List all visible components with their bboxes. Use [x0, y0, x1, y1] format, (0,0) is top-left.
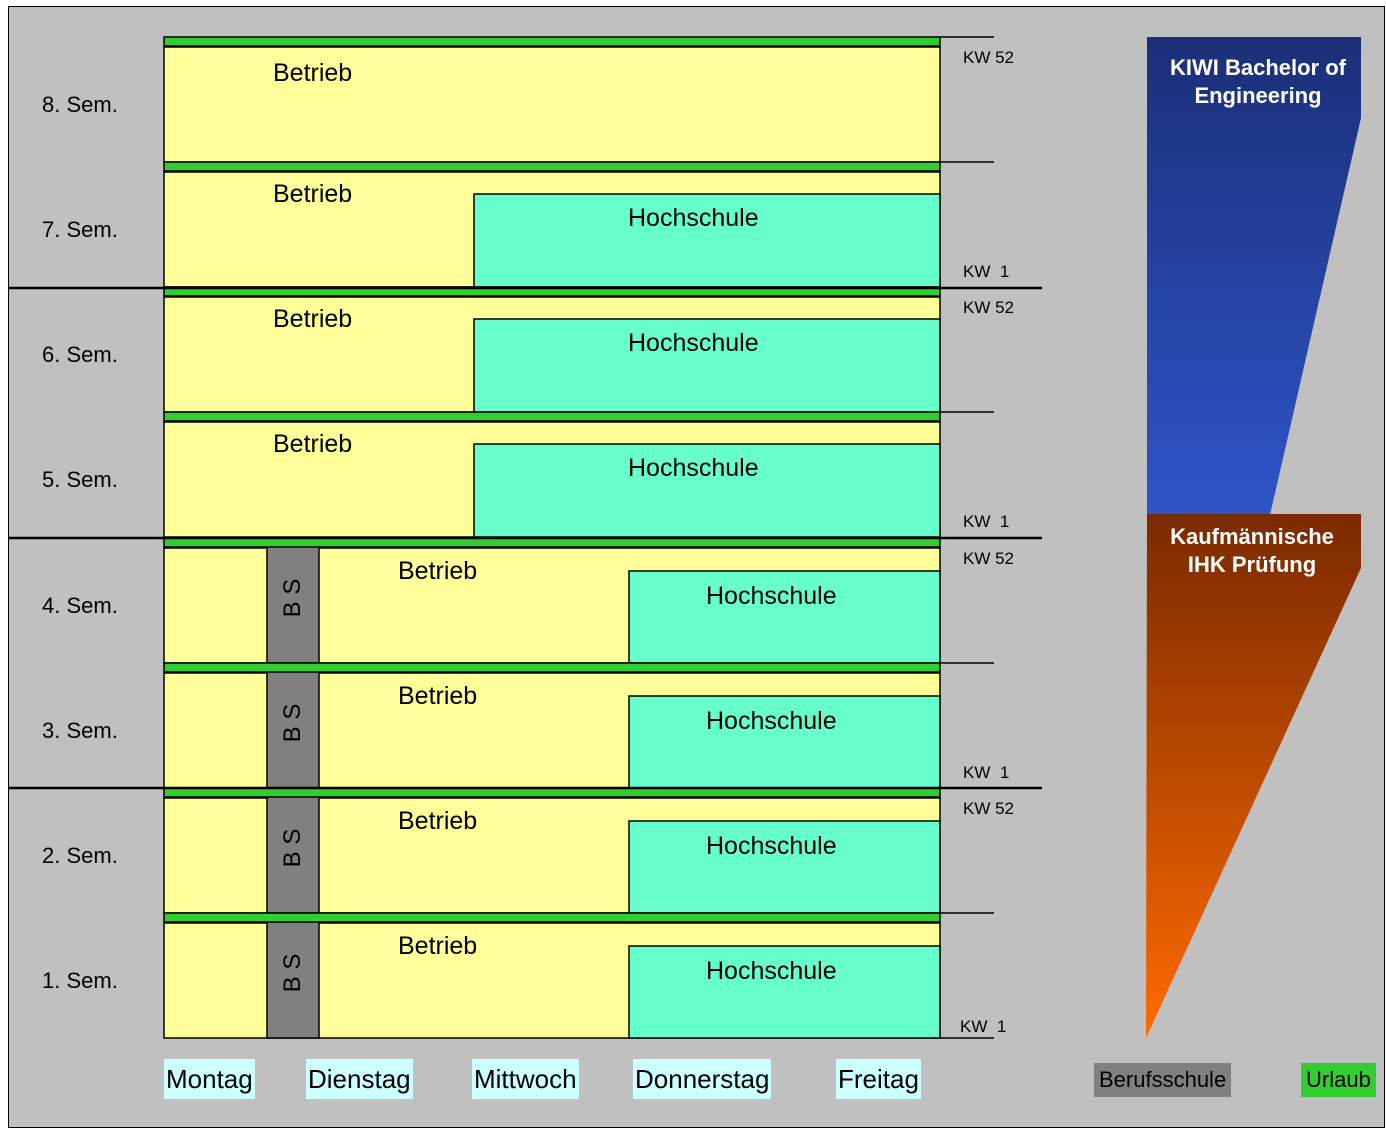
urlaub-strip: [163, 537, 941, 548]
urlaub-strip: [163, 662, 941, 673]
urlaub-strip: [163, 787, 941, 798]
hochschule-block: [473, 318, 941, 413]
urlaub-strip: [163, 912, 941, 923]
bs-label: B S: [279, 578, 306, 618]
betrieb-label: Betrieb: [273, 180, 353, 208]
hochschule-label: Hochschule: [706, 582, 837, 610]
betrieb-block: [163, 46, 941, 163]
betrieb-label: Betrieb: [273, 59, 353, 87]
hochschule-label: Hochschule: [628, 329, 759, 357]
kw-start-label: KW 1: [960, 1017, 1007, 1036]
legend-urlaub: Urlaub: [1301, 1063, 1376, 1097]
kw-end-label: KW 52: [963, 549, 1015, 568]
semester-label-6: 6. Sem.: [42, 342, 118, 367]
semester-label-4: 4. Sem.: [42, 593, 118, 618]
ihk-arrow-label: Kaufmännische IHK Prüfung: [1170, 524, 1334, 577]
semester-label-3: 3. Sem.: [42, 718, 118, 743]
kw-end-label: KW 52: [963, 298, 1015, 317]
weekday-montag: Montag: [164, 1059, 255, 1099]
betrieb-label: Betrieb: [273, 305, 353, 333]
urlaub-strip: [163, 161, 941, 172]
semester-label-2: 2. Sem.: [42, 843, 118, 868]
hochschule-block: [628, 945, 941, 1039]
betrieb-label: Betrieb: [273, 430, 353, 458]
bachelor-arrow: [1147, 37, 1361, 515]
bs-label: B S: [279, 828, 306, 868]
betrieb-label: Betrieb: [398, 932, 478, 960]
urlaub-strip: [163, 36, 941, 47]
betrieb-label: Betrieb: [398, 557, 478, 585]
kw-start-label: KW 1: [963, 262, 1010, 281]
hochschule-label: Hochschule: [706, 832, 837, 860]
semester-label-1: 1. Sem.: [42, 968, 118, 993]
hochschule-block: [473, 193, 941, 288]
hochschule-block: [628, 695, 941, 789]
bachelor-arrow-label: KIWI Bachelor of Engineering: [1169, 55, 1346, 108]
weekday-freitag: Freitag: [836, 1059, 921, 1099]
kw-end-label: KW 52: [963, 48, 1015, 67]
bs-label: B S: [279, 703, 306, 743]
betrieb-label: Betrieb: [398, 682, 478, 710]
legend-berufsschule: Berufsschule: [1094, 1063, 1232, 1097]
kw-end-label: KW 52: [963, 799, 1015, 818]
hochschule-label: Hochschule: [628, 204, 759, 232]
urlaub-strip: [163, 411, 941, 422]
semester-rows: [163, 36, 941, 1039]
bs-label: B S: [279, 953, 306, 993]
semester-label-5: 5. Sem.: [42, 467, 118, 492]
kw-start-label: KW 1: [963, 512, 1010, 531]
kw-start-label: KW 1: [963, 763, 1010, 782]
hochschule-label: Hochschule: [706, 707, 837, 735]
betrieb-label: Betrieb: [398, 807, 478, 835]
semester-label-8: 8. Sem.: [42, 92, 118, 117]
hochschule-label: Hochschule: [628, 454, 759, 482]
weekday-dienstag: Dienstag: [306, 1059, 413, 1099]
hochschule-block: [473, 443, 941, 538]
row-separators: [8, 36, 1042, 1039]
hochschule-block: [628, 570, 941, 664]
ihk-arrow: [1146, 514, 1361, 1038]
berufsschule-bar: [266, 795, 320, 914]
weekday-donnerstag: Donnerstag: [633, 1059, 772, 1099]
semester-label-7: 7. Sem.: [42, 217, 118, 242]
hochschule-label: Hochschule: [706, 957, 837, 985]
weekday-mittwoch: Mittwoch: [472, 1059, 579, 1099]
